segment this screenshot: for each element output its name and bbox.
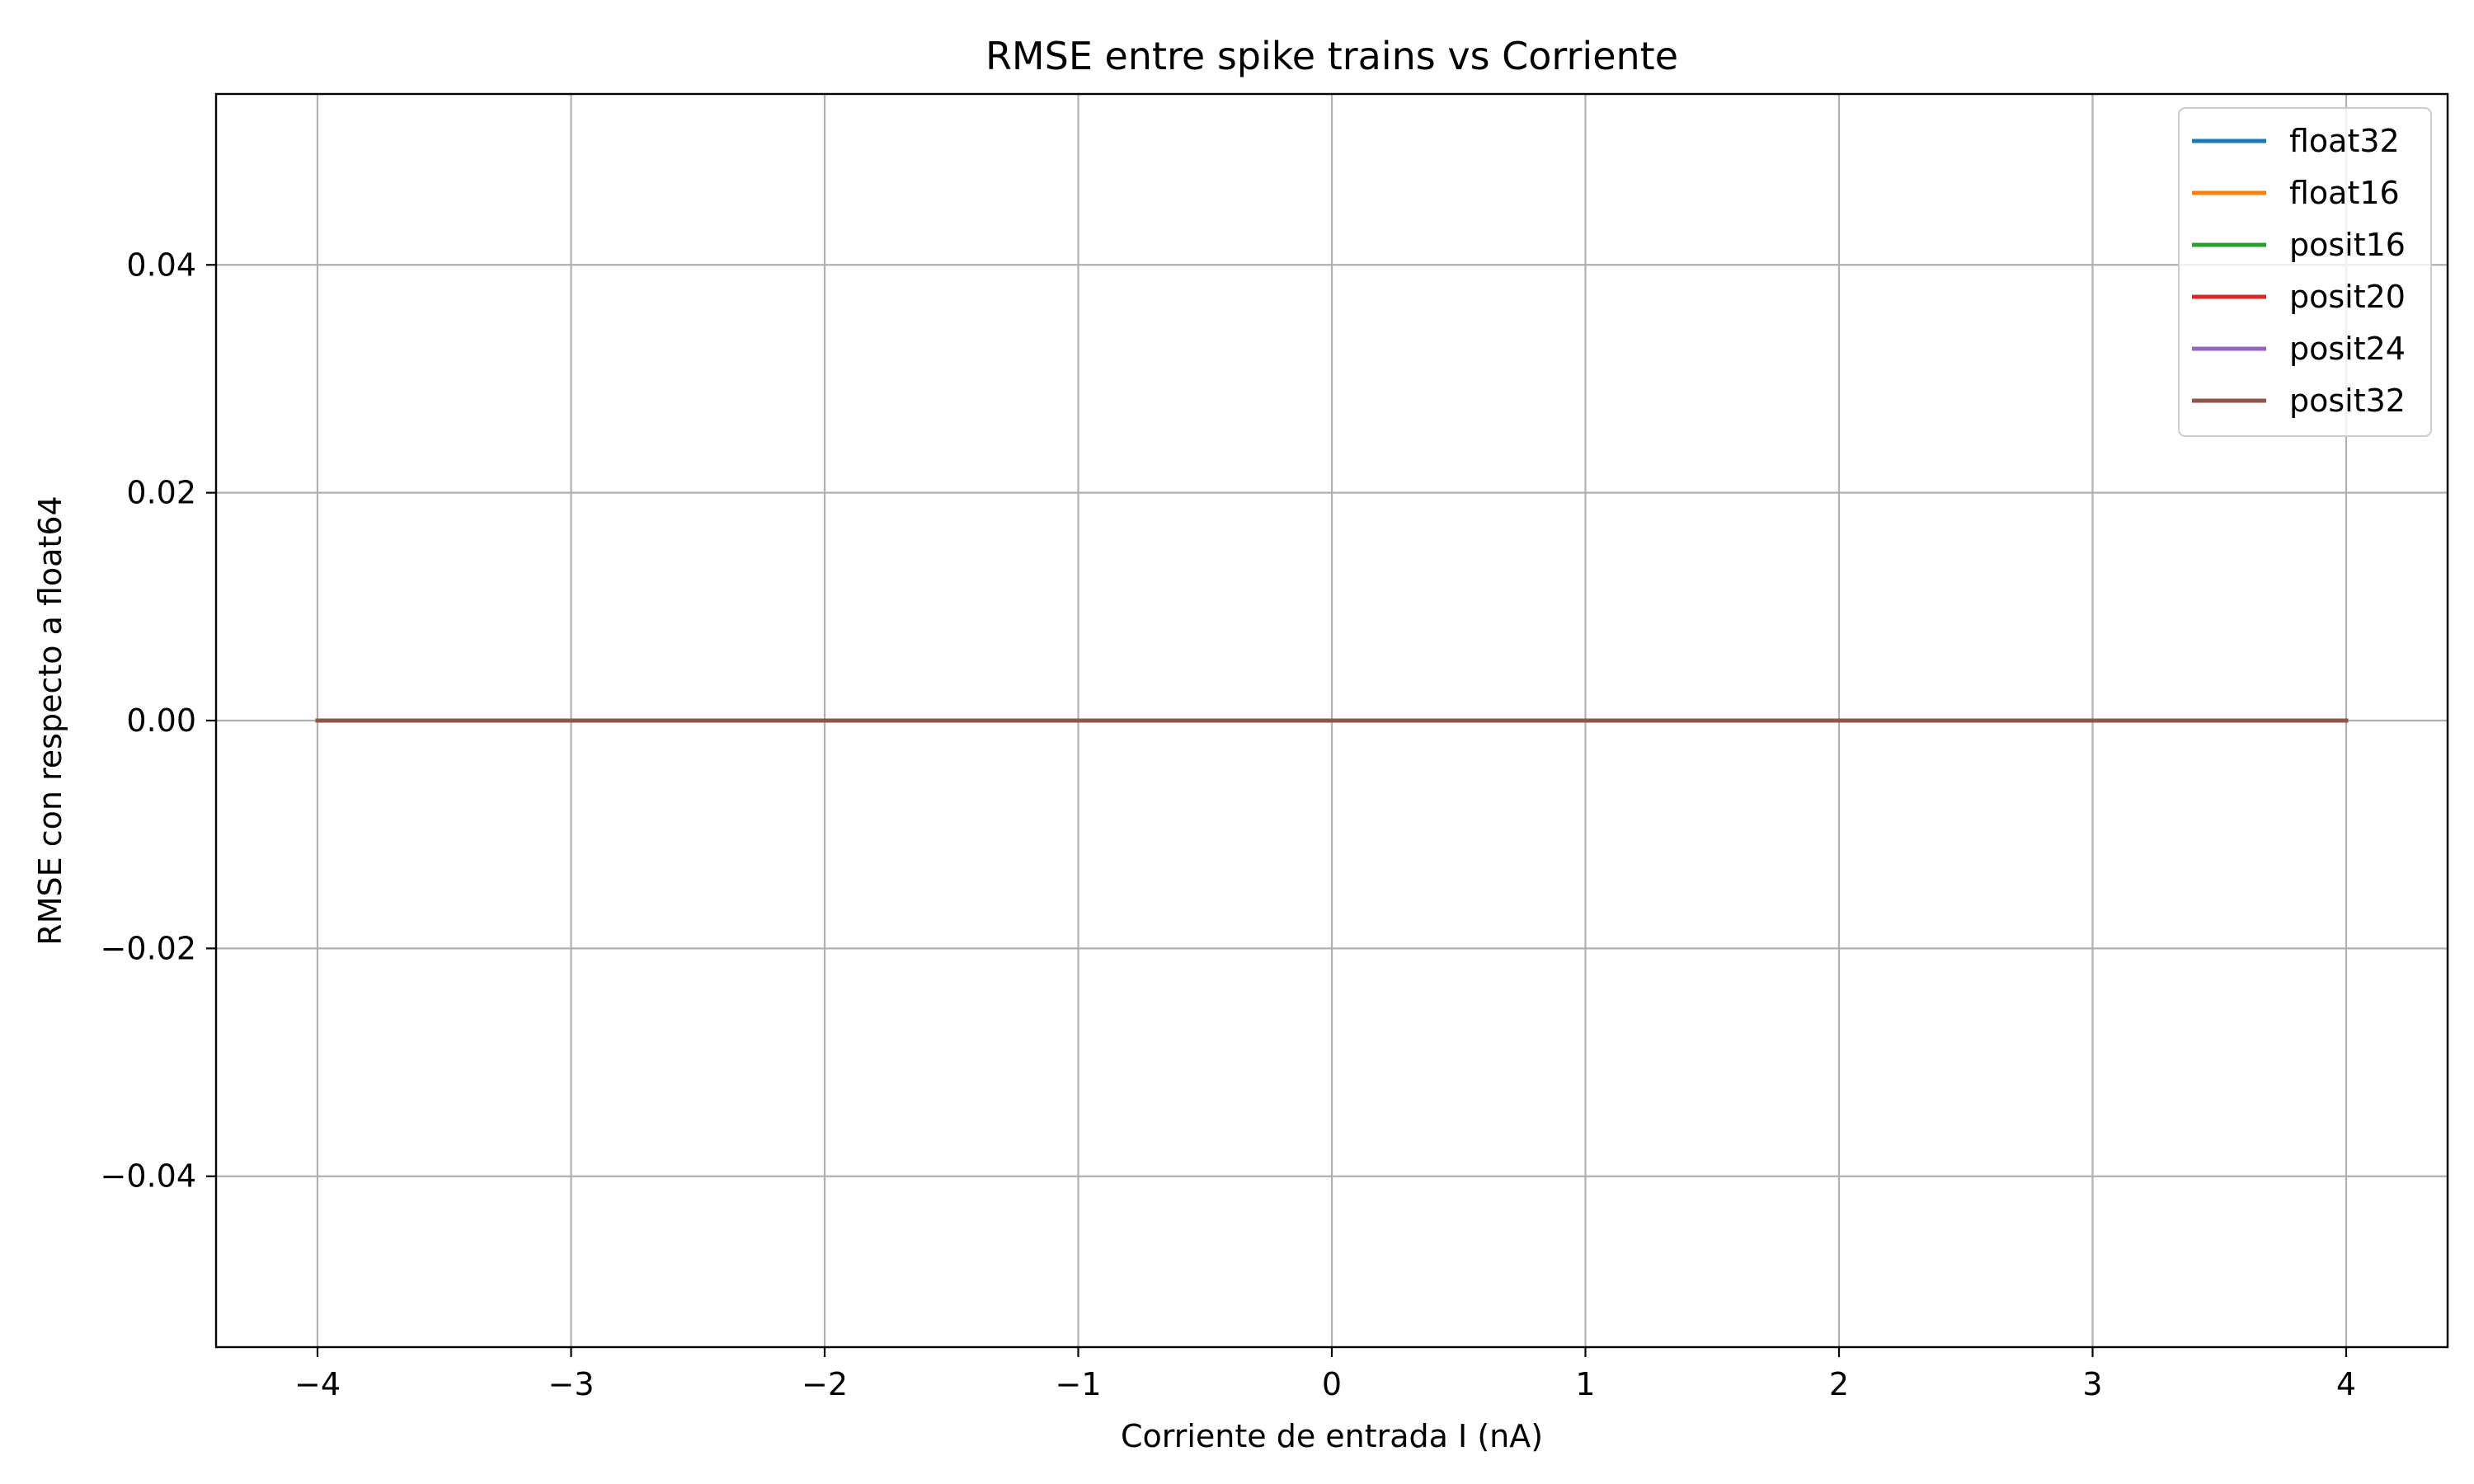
legend-label: posit32 [2289,383,2406,419]
x-tick-label: 1 [1575,1366,1595,1402]
legend-label: float32 [2289,123,2400,159]
x-tick-label: 2 [1829,1366,1849,1402]
x-axis-label: Corriente de entrada I (nA) [1121,1418,1543,1454]
y-axis-label: RMSE con respecto a float64 [32,495,68,945]
y-tick-label: 0.00 [126,702,196,739]
x-tick-label: −2 [802,1366,848,1402]
x-tick-label: −4 [294,1366,341,1402]
legend-label: float16 [2289,175,2400,211]
x-tick-label: −3 [548,1366,594,1402]
y-tick-label: −0.02 [101,930,196,966]
legend-box [2178,107,2432,437]
y-tick-label: 0.02 [126,475,196,511]
x-tick-label: 3 [2082,1366,2102,1402]
legend-label: posit24 [2289,331,2406,367]
y-tick-label: 0.04 [126,247,196,283]
tick-layer: −4 −3 −2 −1 0 1 2 3 4 −0.04 −0.02 0.00 0.02 0.04 [101,247,2357,1402]
chart-title: RMSE entre spike trains vs Corriente [985,34,1678,78]
legend-label: posit16 [2289,227,2406,263]
legend: float32 float16 posit16 posit20 posit24 posit… [2178,107,2432,437]
x-tick-label: −1 [1055,1366,1101,1402]
x-tick-label: 4 [2336,1366,2356,1402]
x-tick-label: 0 [1322,1366,1342,1402]
y-tick-label: −0.04 [101,1158,196,1195]
legend-label: posit20 [2289,279,2406,315]
